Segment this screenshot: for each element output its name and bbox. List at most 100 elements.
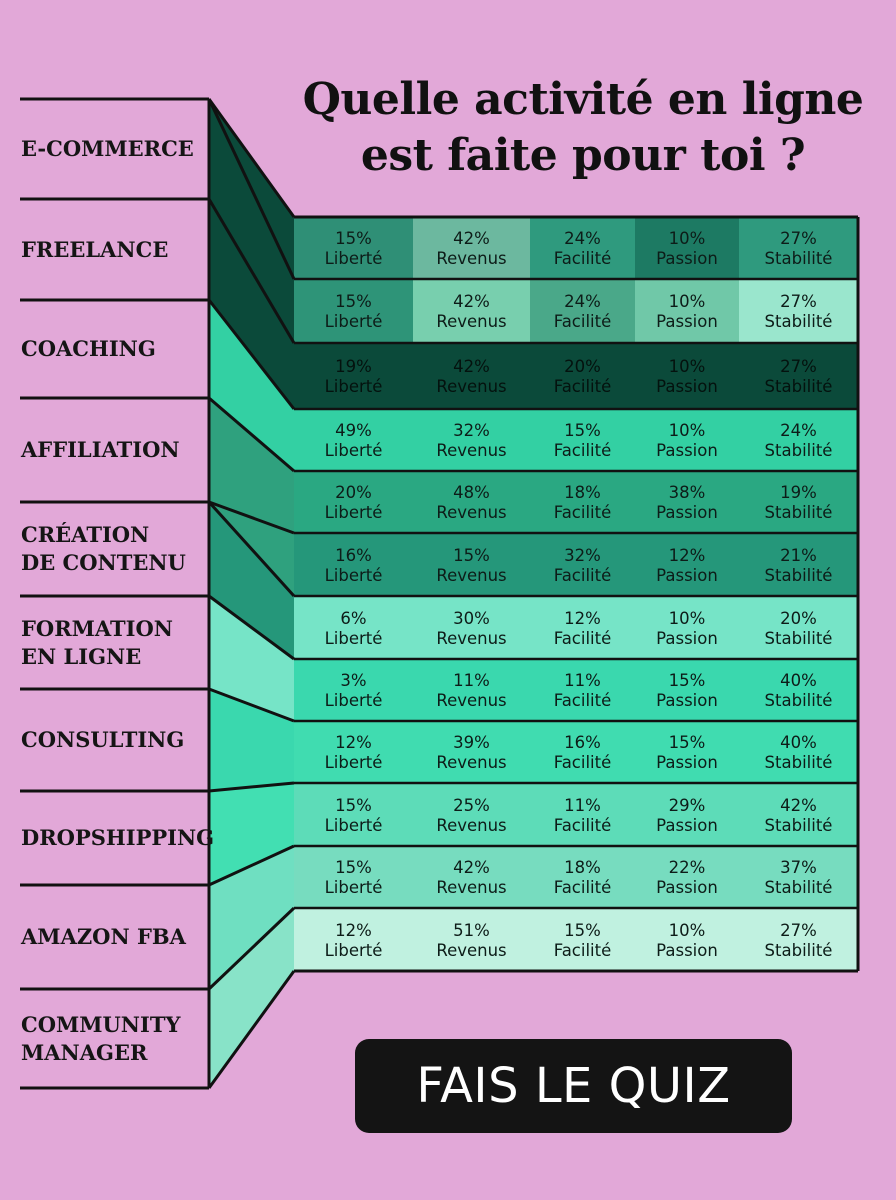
category-label-line: MANAGER xyxy=(21,1039,148,1065)
table-cell-bg xyxy=(294,409,413,471)
funnel-line xyxy=(208,500,295,535)
table-cell-label: Stabilité xyxy=(764,691,833,710)
table-cell-label: Revenus xyxy=(436,753,507,772)
table-cell-label: Facilité xyxy=(553,940,612,960)
category-band xyxy=(209,199,294,409)
table-cell-label: Stabilité xyxy=(764,878,833,897)
funnel-line xyxy=(207,970,296,1089)
table-cell-label: Revenus xyxy=(436,441,507,460)
table-cell-bg xyxy=(294,596,413,659)
table-cell: 27% Stabilité xyxy=(739,357,858,397)
table-cell-value: 42% xyxy=(780,795,817,815)
table-cell: 27% Stabilité xyxy=(739,292,858,332)
table-cell-bg xyxy=(294,279,413,343)
table-cell-label: Facilité xyxy=(553,312,612,331)
category-label: CRÉATION DE CONTENU xyxy=(21,504,211,594)
category-label-line: COACHING xyxy=(21,336,156,361)
table-cell-value: 12% xyxy=(564,608,601,628)
table-cell-bg xyxy=(413,343,530,409)
table-cell-value: 32% xyxy=(453,421,490,440)
table-cell-label: Stabilité xyxy=(764,940,833,960)
table-cell-bg xyxy=(739,596,858,659)
table-cell-value: 10% xyxy=(668,608,706,628)
table-cell: 30% Revenus xyxy=(413,609,530,649)
table-cell-value: 48% xyxy=(453,483,490,502)
table-cell-label: Stabilité xyxy=(764,377,833,396)
table-cell-bg xyxy=(294,217,413,279)
table-cell-label: Revenus xyxy=(436,503,507,522)
category-band xyxy=(209,846,294,989)
table-cell: 11% Facilité xyxy=(530,671,635,711)
table-cell-bg xyxy=(530,409,635,471)
table-cell: 18% Facilité xyxy=(530,858,635,898)
table-cell: 15% Liberté xyxy=(294,229,413,269)
table-cell-label: Stabilité xyxy=(764,565,833,585)
table-cell-bg xyxy=(413,783,530,846)
table-cell-label: Revenus xyxy=(436,249,507,268)
table-cell-label: Passion xyxy=(656,377,718,396)
table-cell: 32% Facilité xyxy=(530,546,635,586)
category-label: COMMUNITY MANAGER xyxy=(21,991,211,1086)
table-cell-value: 10% xyxy=(668,421,706,440)
category-label: AFFILIATION xyxy=(21,400,211,500)
category-band xyxy=(209,300,294,471)
table-cell-bg xyxy=(739,908,858,971)
table-cell-value: 15% xyxy=(335,858,372,877)
table-cell-value: 27% xyxy=(780,357,817,376)
table-cell: 15% Liberté xyxy=(294,796,413,836)
category-label: COACHING xyxy=(21,302,211,396)
table-cell-bg xyxy=(294,846,413,908)
table-cell-value: 40% xyxy=(780,671,817,690)
table-cell-label: Facilité xyxy=(553,815,612,835)
table-cell-bg xyxy=(635,596,739,659)
table-cell-value: 42% xyxy=(453,229,490,248)
category-label-line: CRÉATION xyxy=(21,522,150,547)
category-label: CONSULTING xyxy=(21,691,211,789)
table-cell: 40% Stabilité xyxy=(739,733,858,773)
table-cell-value: 18% xyxy=(564,858,601,877)
table-cell-label: Liberté xyxy=(324,249,383,268)
table-cell-value: 11% xyxy=(564,671,601,690)
table-cell-value: 38% xyxy=(668,483,706,502)
table-cell-bg xyxy=(530,533,635,596)
table-cell-bg xyxy=(413,908,530,971)
table-cell-bg xyxy=(530,783,635,846)
table-cell-label: Revenus xyxy=(436,565,507,585)
table-cell-label: Stabilité xyxy=(764,312,833,331)
table-cell-label: Liberté xyxy=(324,878,383,897)
table-cell-value: 19% xyxy=(780,483,817,502)
table-cell-label: Passion xyxy=(656,691,718,710)
table-cell: 42% Revenus xyxy=(413,229,530,269)
table-cell-bg xyxy=(635,783,739,846)
table-cell-label: Passion xyxy=(656,503,718,522)
table-cell-value: 15% xyxy=(668,733,706,752)
table-cell-bg xyxy=(530,659,635,721)
table-cell-label: Stabilité xyxy=(764,815,833,835)
category-label-line: CONSULTING xyxy=(21,727,185,752)
table-cell: 37% Stabilité xyxy=(739,858,858,898)
funnel-line xyxy=(208,844,295,887)
table-cell-bg xyxy=(294,471,413,533)
table-cell-label: Facilité xyxy=(553,753,612,772)
table-cell-bg xyxy=(413,659,530,721)
table-cell-value: 24% xyxy=(564,292,601,311)
table-cell-bg xyxy=(294,659,413,721)
table-cell-label: Passion xyxy=(656,878,718,897)
category-label-line: FREELANCE xyxy=(21,236,169,262)
table-cell: 12% Facilité xyxy=(530,609,635,649)
table-cell-bg xyxy=(635,409,739,471)
table-cell-value: 25% xyxy=(453,795,490,815)
table-cell-label: Liberté xyxy=(324,377,383,396)
table-cell-value: 22% xyxy=(668,858,706,877)
table-cell-value: 24% xyxy=(780,421,817,440)
category-label-line: COMMUNITY xyxy=(21,1011,181,1037)
table-cell: 42% Stabilité xyxy=(739,796,858,836)
table-cell-bg xyxy=(635,533,739,596)
funnel-line xyxy=(208,594,295,661)
table-cell: 10% Passion xyxy=(635,421,739,461)
table-cell-value: 10% xyxy=(668,920,706,940)
category-label-line: EN LIGNE xyxy=(21,643,142,669)
quiz-button[interactable]: FAIS LE QUIZ xyxy=(355,1039,792,1133)
category-label-line: E-COMMERCE xyxy=(21,136,194,161)
page-title-line: Quelle activité en ligne xyxy=(302,74,864,125)
